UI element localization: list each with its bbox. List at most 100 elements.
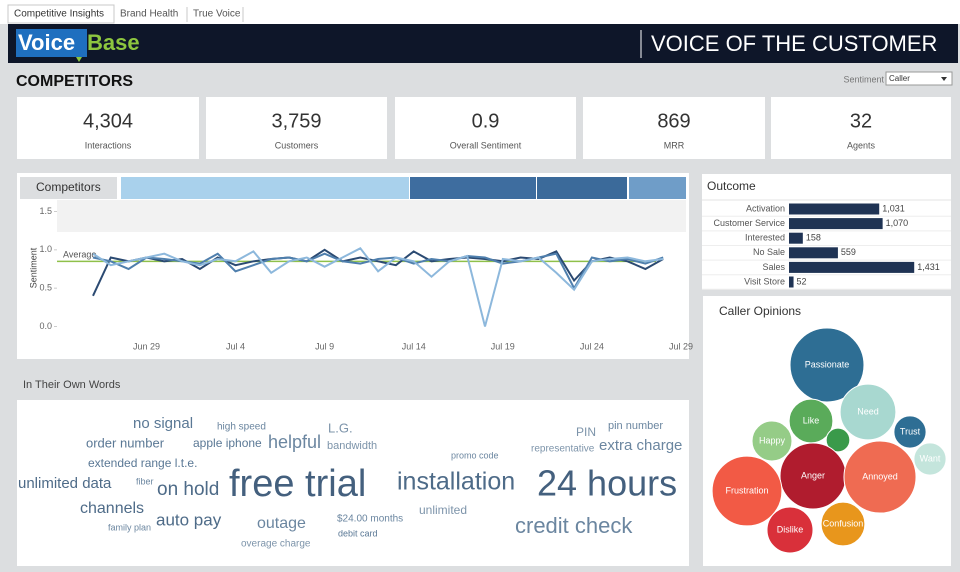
bubble: [711, 455, 783, 527]
y-tick-label: 1.5: [39, 206, 52, 216]
x-tick-label: Jul 4: [226, 341, 245, 351]
kpi-card: [583, 97, 765, 159]
word: unlimited data: [18, 475, 112, 492]
word: free trial: [229, 463, 366, 505]
y-axis-label: Sentiment: [28, 247, 38, 288]
bar-value-label: 1,070: [886, 218, 909, 228]
word: unlimited: [419, 503, 467, 517]
bar-category: No Sale: [753, 247, 785, 257]
logo-voice: Voice: [18, 30, 75, 55]
word: no signal: [133, 415, 193, 432]
word: 24 hours: [537, 463, 677, 504]
logo-box: [16, 29, 87, 57]
x-tick-label: Jul 14: [402, 341, 426, 351]
kpi-value: 32: [850, 110, 872, 132]
bubble-label: Happy: [759, 435, 786, 445]
x-tick-label: Jul 24: [580, 341, 604, 351]
kpi-card: [395, 97, 576, 159]
bubble-label: Frustration: [725, 485, 768, 495]
word: on hold: [157, 479, 219, 500]
kpi-value: 869: [657, 110, 690, 132]
word: overage charge: [241, 539, 311, 550]
dropdown-arrow[interactable]: [941, 77, 947, 81]
bubble: [825, 427, 851, 453]
bubble: [913, 442, 947, 476]
tab[interactable]: True Voice: [193, 9, 241, 20]
bubble-label: Want: [920, 453, 941, 463]
y-tick-label: 0.0: [39, 321, 52, 331]
series-line: [92, 247, 664, 327]
line-title-box: [20, 177, 117, 199]
filter-label: Sentiment: [843, 74, 884, 84]
bar: [789, 261, 915, 273]
word: high speed: [217, 422, 266, 433]
kpi-label: Agents: [847, 140, 876, 150]
word: helpful: [268, 432, 321, 452]
page-title: COMPETITORS: [16, 73, 133, 90]
bar: [789, 276, 794, 288]
bar-value-label: 1,031: [882, 203, 905, 213]
filter-value[interactable]: Caller: [889, 74, 910, 83]
tab[interactable]: Brand Health: [120, 9, 178, 20]
word: L.G.: [328, 420, 353, 435]
y-tick-label: 0.5: [39, 283, 52, 293]
bar: [789, 218, 883, 230]
x-tick-label: Jul 29: [669, 341, 693, 351]
bar: [789, 247, 838, 259]
bubble-label: Confusion: [823, 518, 864, 528]
bubble: [843, 440, 917, 514]
header-title: VOICE OF THE CUSTOMER: [651, 31, 937, 56]
logo-base: Base: [87, 30, 140, 55]
legend-strip: [410, 177, 536, 199]
section-title: In Their Own Words: [23, 379, 121, 391]
bubble-label: Dislike: [777, 524, 804, 534]
kpi-card: [206, 97, 387, 159]
word: fiber: [136, 476, 154, 486]
word: representative: [531, 444, 595, 455]
word: auto pay: [156, 510, 222, 529]
bar-category: Sales: [762, 262, 785, 272]
kpi-value: 3,759: [271, 110, 321, 132]
chart-title: Competitors: [36, 180, 101, 194]
header-bar: [8, 24, 958, 63]
kpi-label: Interactions: [85, 140, 132, 150]
word: bandwidth: [327, 440, 377, 452]
plot-band: [57, 200, 686, 232]
filter-dropdown[interactable]: [885, 71, 953, 86]
word: credit check: [515, 513, 633, 538]
bubble: [893, 415, 927, 449]
bubble-label: Passionate: [805, 359, 850, 369]
word: family plan: [108, 522, 151, 532]
bar-value-label: 52: [797, 276, 807, 286]
x-tick-label: Jul 19: [491, 341, 515, 351]
bar-value-label: 559: [841, 247, 856, 257]
legend-strip: [121, 177, 409, 199]
logo-mark: [76, 57, 82, 62]
bubble: [820, 501, 866, 547]
kpi-card: [771, 97, 951, 159]
kpi-label: MRR: [664, 140, 685, 150]
chart-title: Outcome: [707, 179, 756, 193]
bubble: [766, 506, 814, 554]
y-tick-label: 1.0: [39, 244, 52, 254]
word: extended range l.t.e.: [88, 456, 197, 470]
kpi-label: Overall Sentiment: [450, 140, 522, 150]
word: order number: [86, 435, 165, 450]
word: pin number: [608, 420, 663, 432]
word: extra charge: [599, 437, 682, 454]
kpi-value: 0.9: [472, 110, 500, 132]
word: outage: [257, 515, 306, 532]
word: $24.00 months: [337, 514, 403, 525]
kpi-label: Customers: [275, 140, 319, 150]
legend-strip: [629, 177, 686, 199]
bubble-label: Need: [857, 406, 879, 416]
chart-title: Caller Opinions: [719, 304, 801, 318]
word-cloud-panel: [17, 400, 689, 566]
x-tick-label: Jul 9: [315, 341, 334, 351]
tab[interactable]: Competitive Insights: [14, 9, 104, 20]
word: channels: [80, 500, 144, 517]
bar-category: Visit Store: [744, 276, 785, 286]
bubble-label: Annoyed: [862, 471, 898, 481]
